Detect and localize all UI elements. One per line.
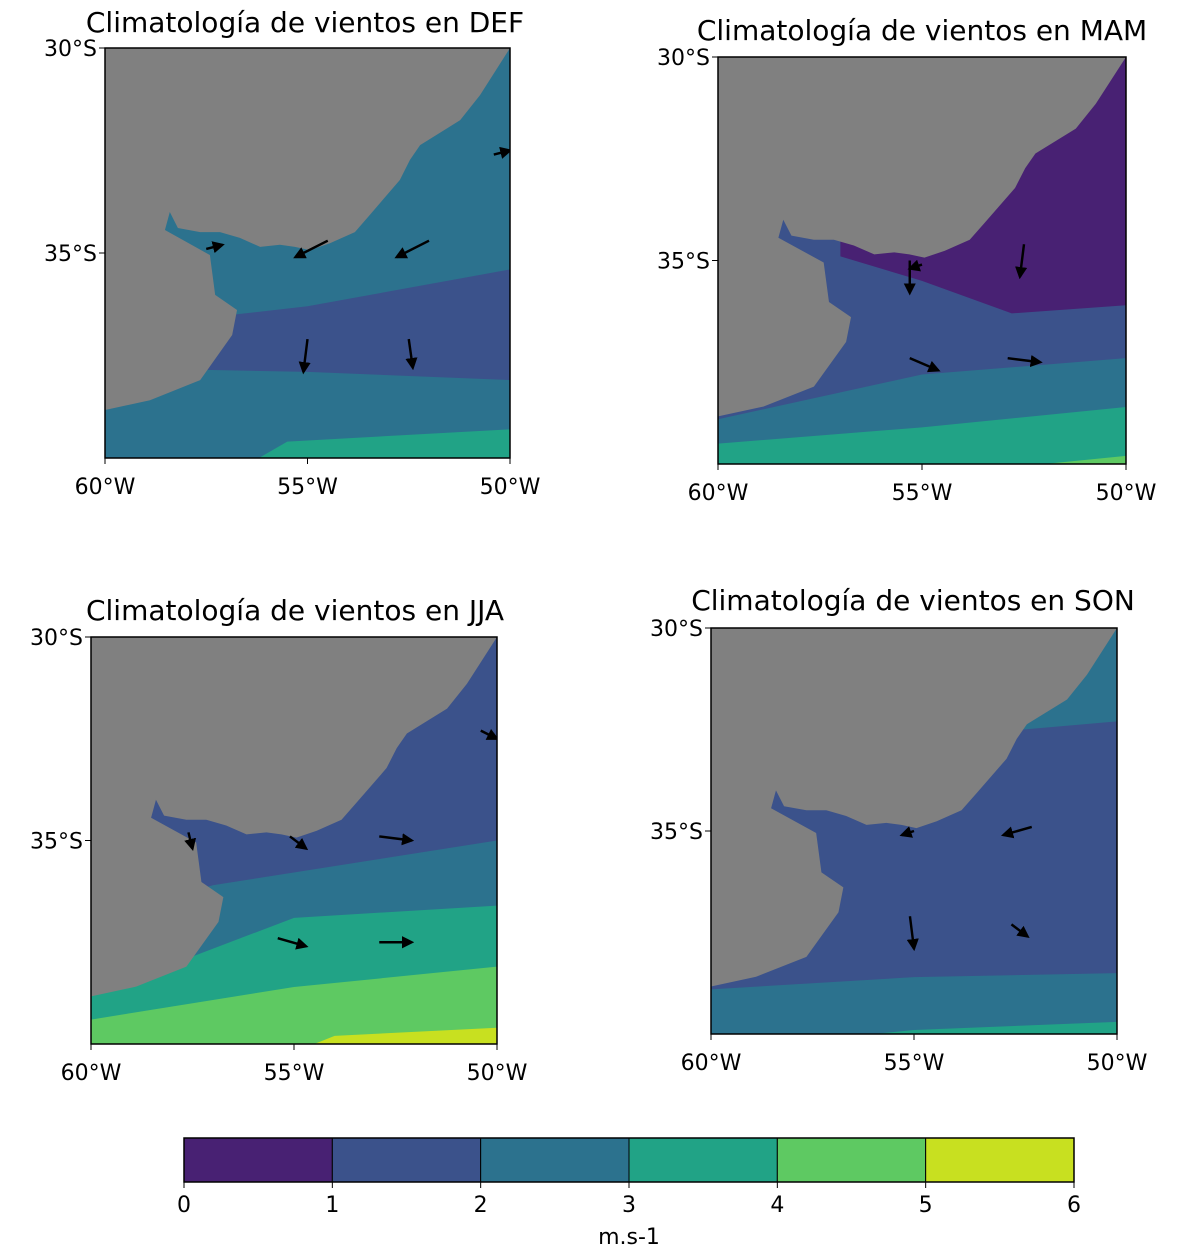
- x-tick-label: 60°W: [75, 475, 136, 500]
- colorbar-tick-label: 5: [919, 1193, 933, 1218]
- y-tick-label: 30°S: [650, 617, 703, 642]
- colorbar-tick-label: 1: [325, 1193, 339, 1218]
- map-panel: [105, 48, 510, 458]
- y-tick-label: 30°S: [44, 37, 97, 62]
- x-tick-label: 60°W: [681, 1051, 742, 1076]
- x-tick-label: 60°W: [61, 1061, 122, 1086]
- colorbar-segment: [331, 1137, 482, 1183]
- x-tick-label: 55°W: [892, 481, 953, 506]
- x-tick-label: 55°W: [884, 1051, 945, 1076]
- panel-title: Climatología de vientos en JJA: [86, 594, 504, 627]
- panel-title: Climatología de vientos en DEF: [86, 6, 524, 39]
- x-tick-label: 60°W: [688, 481, 749, 506]
- x-tick-label: 55°W: [277, 475, 338, 500]
- y-tick-label: 30°S: [657, 46, 710, 71]
- x-tick-label: 50°W: [1087, 1051, 1148, 1076]
- colorbar-label: m.s-1: [598, 1225, 660, 1250]
- x-tick-label: 55°W: [264, 1061, 325, 1086]
- colorbar-frame: [183, 1137, 1075, 1183]
- colorbar-tick-label: 2: [474, 1193, 488, 1218]
- y-tick-label: 30°S: [30, 626, 83, 651]
- colorbar-segment: [925, 1137, 1075, 1183]
- y-tick-label: 35°S: [44, 242, 97, 267]
- map-panel: [711, 628, 1117, 1034]
- colorbar-tick-label: 3: [622, 1193, 636, 1218]
- map-panel: [91, 637, 497, 1044]
- colorbar-segment: [628, 1137, 778, 1183]
- x-tick-label: 50°W: [467, 1061, 528, 1086]
- x-tick-label: 50°W: [1096, 481, 1157, 506]
- panel-title: Climatología de vientos en MAM: [697, 14, 1147, 47]
- colorbar-segment: [480, 1137, 630, 1183]
- colorbar-tick-label: 0: [177, 1193, 191, 1218]
- map-panel: [718, 57, 1126, 464]
- colorbar-segment: [776, 1137, 927, 1183]
- colorbar-tick-label: 6: [1067, 1193, 1081, 1218]
- colorbar-segment: [183, 1137, 333, 1183]
- x-tick-label: 50°W: [480, 475, 541, 500]
- panel-title: Climatología de vientos en SON: [691, 584, 1135, 617]
- y-tick-label: 35°S: [650, 820, 703, 845]
- y-tick-label: 35°S: [657, 250, 710, 275]
- y-tick-label: 35°S: [30, 830, 83, 855]
- colorbar-tick-label: 4: [770, 1193, 784, 1218]
